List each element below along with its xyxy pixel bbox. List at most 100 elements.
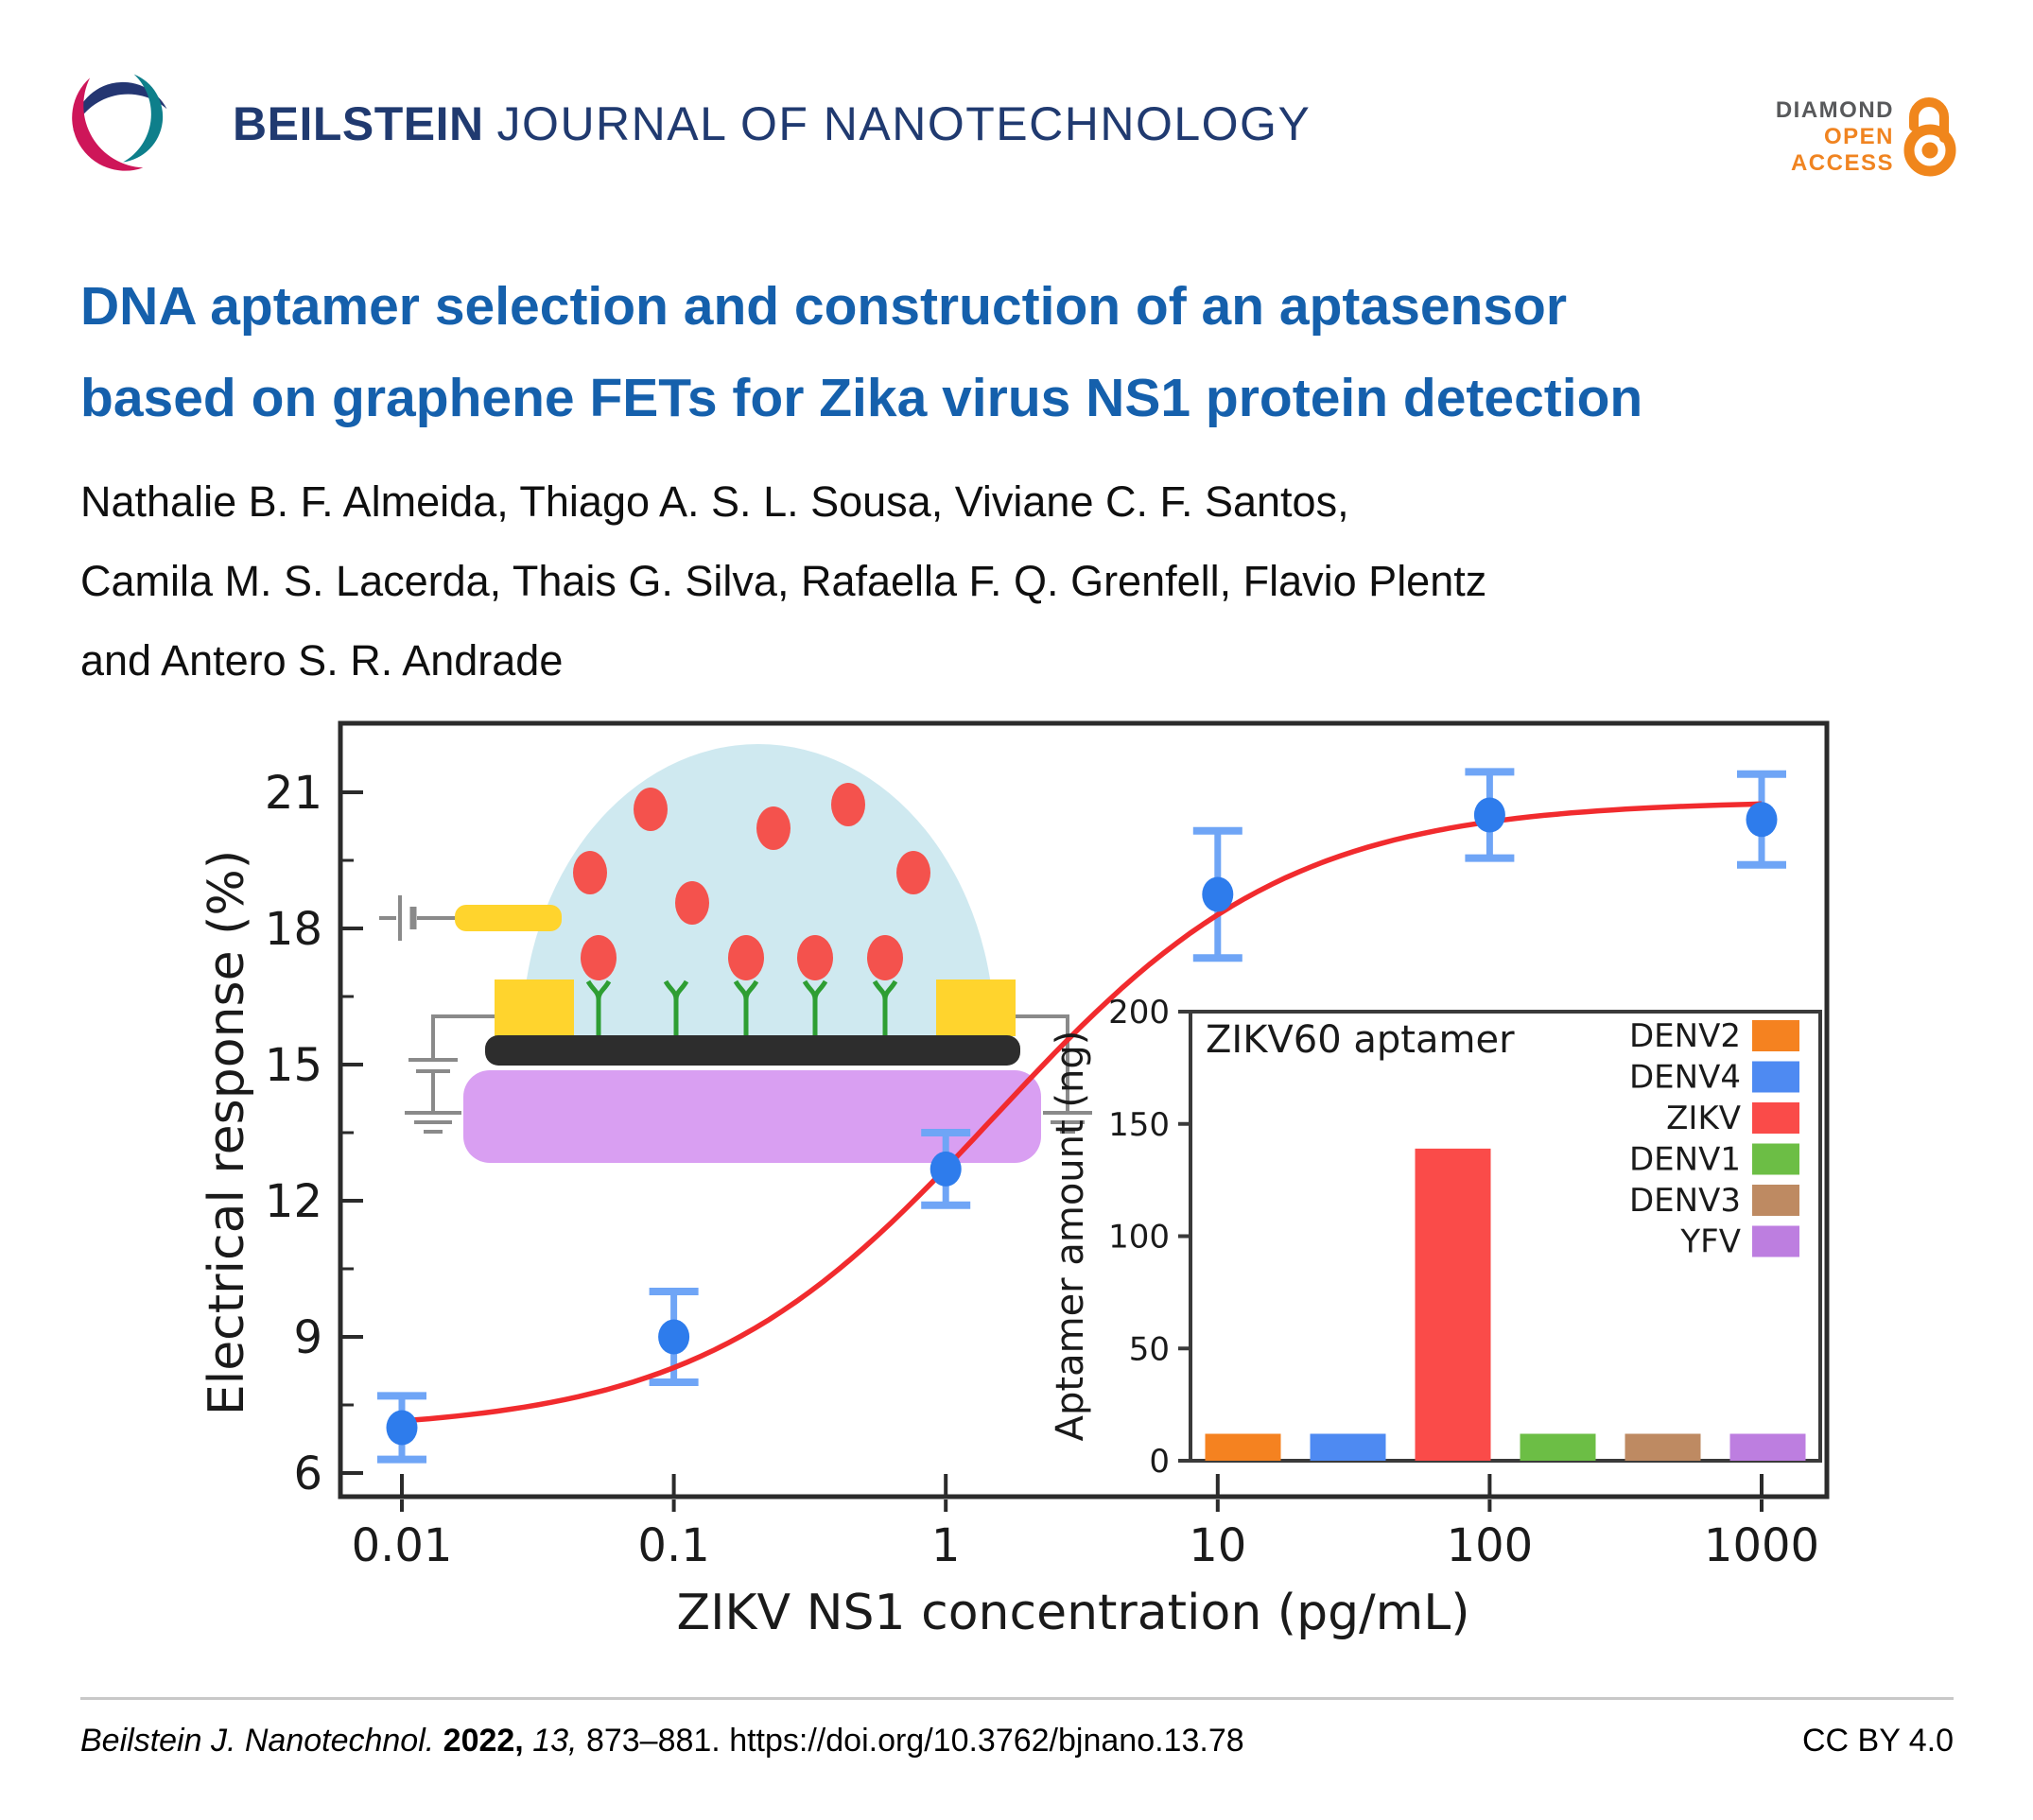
graphene-channel [485, 1035, 1020, 1066]
inset-bar-chart: 0 50 100 150 200 ZIKV60 aptamer Aptamer amount… [1049, 994, 1822, 1481]
legend-label-denv4: DENV4 [1629, 1059, 1741, 1097]
legend-label-yfv: YFV [1679, 1223, 1741, 1261]
legend-swatch-denv4 [1752, 1061, 1799, 1093]
protein-icon [867, 935, 903, 980]
data-point [658, 1319, 690, 1355]
y-tick-label: 12 [265, 1175, 322, 1228]
protein-icon [896, 851, 930, 894]
data-point [930, 1151, 962, 1187]
protein-icon [675, 881, 709, 925]
bound-proteins [581, 935, 903, 980]
ground-icon [405, 1111, 461, 1134]
protein-icon [756, 806, 791, 850]
protein-icon [797, 935, 833, 980]
lock-body [1903, 124, 1956, 177]
inset-y-tick-label: 50 [1129, 1330, 1170, 1368]
open-access-badge: DIAMOND OPEN ACCESS [1610, 97, 1894, 177]
y-tick-label: 15 [265, 1039, 322, 1092]
inset-frame [1189, 1010, 1822, 1463]
legend-label-denv1: DENV1 [1629, 1141, 1741, 1179]
license-label: CC BY 4.0 [1801, 1723, 1954, 1759]
right-wire [1016, 1014, 1069, 1111]
aptamer-icon [663, 979, 689, 1035]
inset-y-axis-title: Aptamer amount (ng) [1049, 1031, 1092, 1442]
y-tick-label: 9 [293, 1311, 322, 1364]
fit-curve [401, 801, 1763, 1424]
x-axis-title: ZIKV NS1 concentration (pg/mL) [676, 1585, 1469, 1641]
protein-icon [728, 935, 764, 980]
authors-line3: and Antero S. R. Andrade [80, 636, 564, 685]
citation-journal: Beilstein J. Nanotechnol. [80, 1723, 435, 1759]
substrate [463, 1070, 1041, 1163]
lock-keyhole [1921, 142, 1938, 159]
gfet-schematic [379, 744, 1092, 1163]
citation-volume: 13, [532, 1723, 578, 1759]
legend-swatch-denv3 [1752, 1185, 1799, 1216]
ground-circuits [405, 1014, 1092, 1134]
beilstein-swirl-logo-icon [72, 74, 167, 171]
left-wire [431, 1014, 495, 1111]
inset-y-tick-label: 100 [1108, 1219, 1170, 1257]
y-tick-label: 21 [265, 767, 322, 820]
aptamer-icon [733, 979, 759, 1035]
data-point [1746, 802, 1778, 838]
logo-arc-navy [73, 81, 167, 131]
y-axis-title: Electrical response (%) [203, 850, 255, 1415]
x-tick-label: 10 [1189, 1519, 1246, 1572]
x-tick-label: 1000 [1704, 1519, 1819, 1572]
x-tick-label: 0.01 [352, 1519, 453, 1572]
citation-doi-link[interactable]: https://doi.org/10.3762/bjnano.13.78 [729, 1723, 1244, 1759]
citation: Beilstein J. Nanotechnol. 2022, 13, 873–… [80, 1723, 1244, 1759]
journal-name: BEILSTEIN JOURNAL OF NANOTECHNOLOGY [233, 96, 1311, 151]
y-tick-label: 18 [265, 903, 322, 956]
protein-icon [581, 935, 617, 980]
legend-swatch-denv1 [1752, 1143, 1799, 1175]
journal-name-bold: BEILSTEIN [233, 97, 484, 150]
bar-denv2 [1205, 1433, 1281, 1461]
graphical-abstract-figure: 6 9 12 15 18 21 0.01 0.1 1 10 100 1000 ZIKV NS1 conc… [199, 714, 1886, 1659]
y-tick-label: 6 [293, 1447, 322, 1500]
inset-y-tick-label: 0 [1149, 1443, 1170, 1481]
inset-title: ZIKV60 aptamer [1206, 1018, 1515, 1062]
protein-icon [831, 783, 865, 826]
article-title: DNA aptamer selection and construction o… [80, 261, 1642, 444]
protein-icon [634, 788, 668, 831]
inset-y-tick-label: 200 [1108, 994, 1170, 1031]
journal-name-rest: JOURNAL OF NANOTECHNOLOGY [496, 97, 1312, 150]
ground-icon [1043, 1111, 1092, 1134]
open-access-lock-icon [1903, 97, 1956, 177]
badge-access-label: ACCESS [1790, 150, 1894, 176]
citation-pages: 873–881. [585, 1723, 721, 1759]
lock-shackle [1909, 97, 1949, 143]
aptamers [585, 979, 898, 1035]
logo-arc-crimson [72, 78, 144, 171]
x-tick-label: 100 [1447, 1519, 1534, 1572]
bar-denv4 [1310, 1433, 1386, 1461]
main-plot-data [377, 768, 1786, 1464]
x-tick-label: 1 [931, 1519, 961, 1572]
aptamer-icon [872, 979, 898, 1035]
author-list: Nathalie B. F. Almeida, Thiago A. S. L. … [80, 462, 1486, 701]
data-point [386, 1410, 418, 1446]
article-title-line1: DNA aptamer selection and construction o… [80, 276, 1568, 337]
gate-electrode [455, 905, 562, 931]
legend-label-zikv: ZIKV [1666, 1100, 1741, 1137]
authors-line1: Nathalie B. F. Almeida, Thiago A. S. L. … [80, 477, 1349, 526]
bar-denv3 [1625, 1433, 1701, 1461]
aptamer-icon [585, 979, 612, 1035]
bar-zikv [1415, 1148, 1491, 1461]
authors-line2: Camila M. S. Lacerda, Thais G. Silva, Ra… [80, 557, 1487, 605]
drain-electrode [936, 979, 1016, 1036]
badge-diamond-label: DIAMOND [1775, 97, 1894, 123]
legend-label-denv2: DENV2 [1629, 1017, 1741, 1055]
legend-swatch-zikv [1752, 1102, 1799, 1134]
ns1-protein-dots [573, 783, 930, 925]
logo-arc-teal [123, 74, 164, 163]
badge-open-label: OPEN [1823, 124, 1894, 149]
gate-circuit [379, 895, 455, 941]
source-electrode [495, 979, 574, 1036]
bar-denv1 [1520, 1433, 1596, 1461]
legend-label-denv3: DENV3 [1629, 1182, 1741, 1220]
